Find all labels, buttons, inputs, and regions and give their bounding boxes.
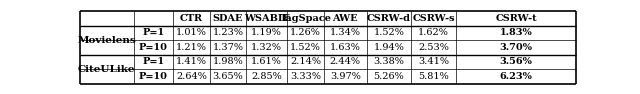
Text: 5.81%: 5.81% xyxy=(419,72,449,81)
Text: 1.62%: 1.62% xyxy=(418,28,449,38)
Text: 6.23%: 6.23% xyxy=(500,72,532,81)
Text: 5.26%: 5.26% xyxy=(374,72,404,81)
Text: CSRW-s: CSRW-s xyxy=(412,14,455,23)
Text: 1.23%: 1.23% xyxy=(212,28,244,38)
Text: 1.26%: 1.26% xyxy=(291,28,321,38)
Text: 3.38%: 3.38% xyxy=(374,57,404,66)
Text: P=10: P=10 xyxy=(139,43,168,52)
Text: CiteULike: CiteULike xyxy=(78,65,136,74)
Text: P=1: P=1 xyxy=(142,57,164,66)
Text: 3.56%: 3.56% xyxy=(500,57,532,66)
Text: 1.32%: 1.32% xyxy=(252,43,282,52)
Text: 1.98%: 1.98% xyxy=(212,57,243,66)
Text: 2.14%: 2.14% xyxy=(290,57,321,66)
Text: 1.37%: 1.37% xyxy=(212,43,244,52)
Text: 1.52%: 1.52% xyxy=(374,28,404,38)
Text: CSRW-t: CSRW-t xyxy=(495,14,537,23)
Text: P=1: P=1 xyxy=(142,28,164,38)
Text: CTR: CTR xyxy=(180,14,203,23)
Text: 3.33%: 3.33% xyxy=(290,72,321,81)
Text: CSRW-d: CSRW-d xyxy=(367,14,411,23)
Text: 1.34%: 1.34% xyxy=(330,28,361,38)
Text: SDAE: SDAE xyxy=(213,14,243,23)
Text: WSABIE: WSABIE xyxy=(244,14,290,23)
Text: Movielens: Movielens xyxy=(77,36,136,45)
Text: AWE: AWE xyxy=(333,14,358,23)
Text: 1.41%: 1.41% xyxy=(176,57,207,66)
Text: P=10: P=10 xyxy=(139,72,168,81)
Text: 3.41%: 3.41% xyxy=(418,57,449,66)
Text: 2.44%: 2.44% xyxy=(330,57,361,66)
Text: 1.52%: 1.52% xyxy=(291,43,321,52)
Text: 3.65%: 3.65% xyxy=(212,72,243,81)
Text: 2.53%: 2.53% xyxy=(418,43,449,52)
Text: 2.64%: 2.64% xyxy=(176,72,207,81)
Text: 1.94%: 1.94% xyxy=(374,43,404,52)
Text: 1.19%: 1.19% xyxy=(252,28,282,38)
Text: 1.63%: 1.63% xyxy=(330,43,361,52)
Text: TagSpace: TagSpace xyxy=(280,14,332,23)
Text: 1.83%: 1.83% xyxy=(500,28,532,38)
Text: 3.97%: 3.97% xyxy=(330,72,361,81)
Text: 1.01%: 1.01% xyxy=(176,28,207,38)
Text: 3.70%: 3.70% xyxy=(499,43,532,52)
Text: 2.85%: 2.85% xyxy=(252,72,282,81)
Text: 1.61%: 1.61% xyxy=(252,57,282,66)
Text: 1.21%: 1.21% xyxy=(176,43,207,52)
